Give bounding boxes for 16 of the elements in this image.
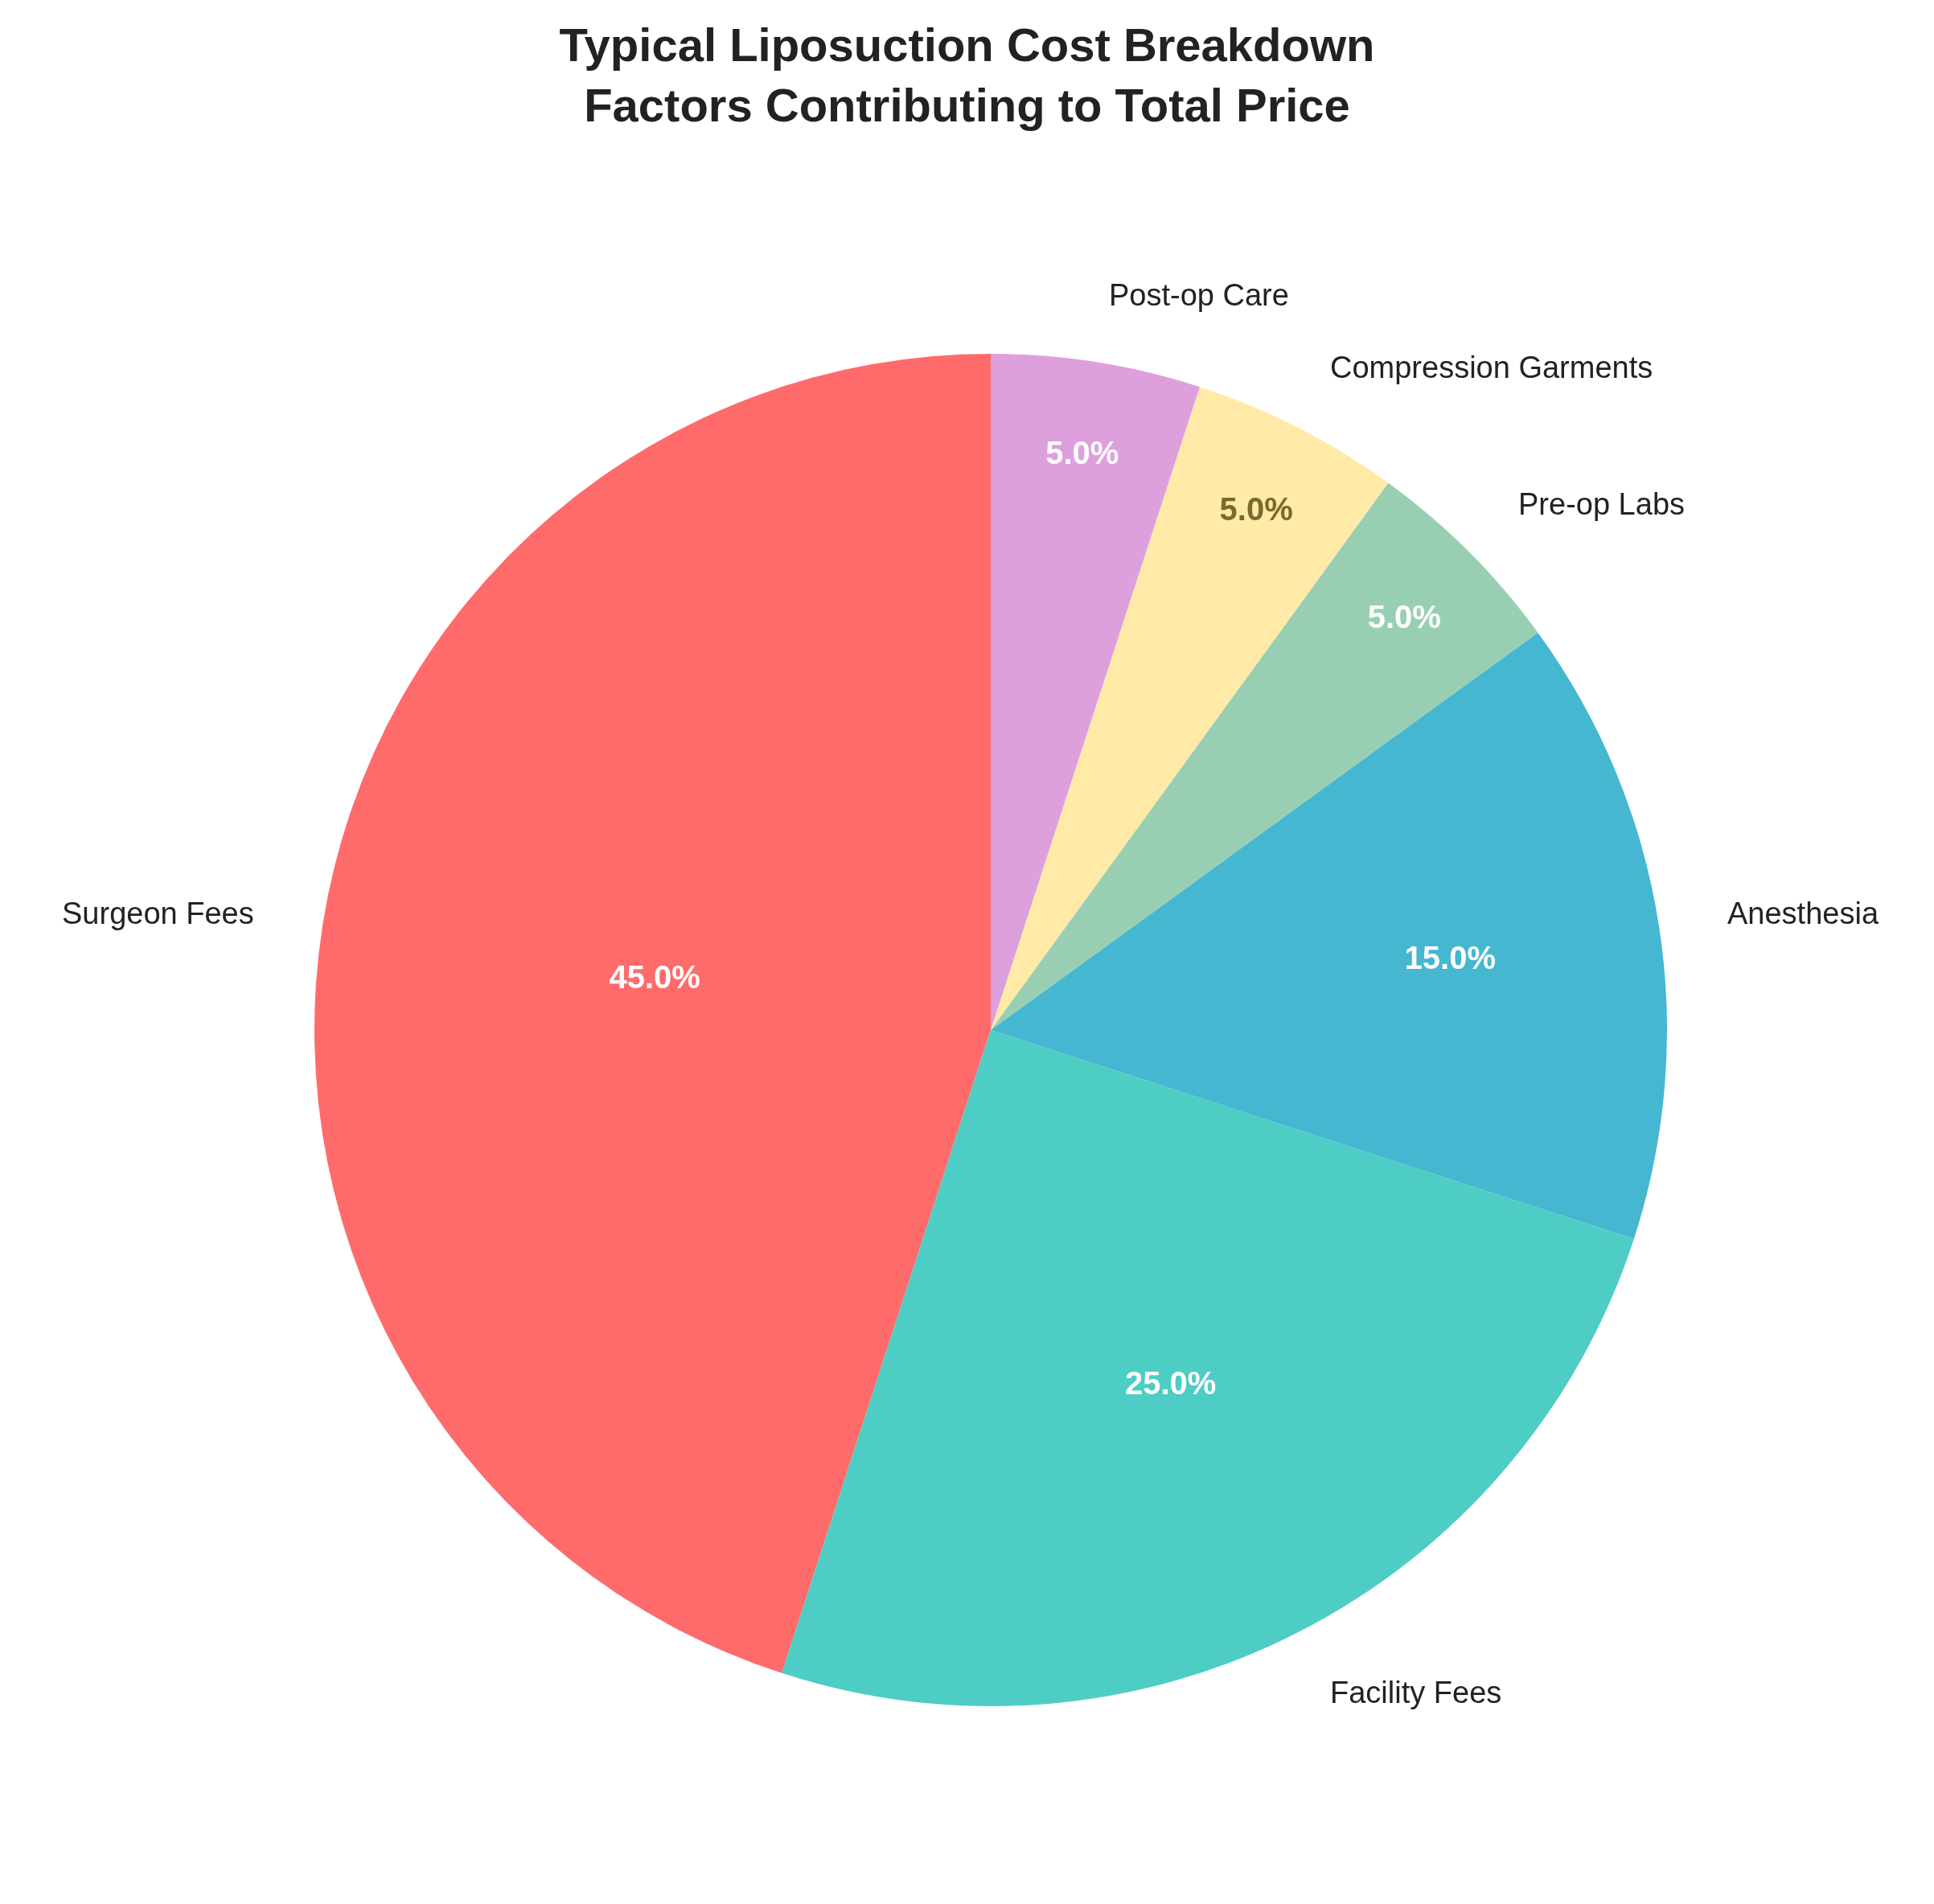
pie-slice — [991, 632, 1667, 1239]
data-label: 15.0% — [1404, 939, 1496, 975]
data-label: 5.0% — [1219, 491, 1293, 527]
slice-label: Anesthesia — [1727, 897, 1879, 930]
slice-label: Pre-op Labs — [1518, 487, 1686, 521]
data-label: 5.0% — [1367, 598, 1441, 634]
data-label: 25.0% — [1124, 1364, 1217, 1401]
pie-slice — [314, 354, 991, 1673]
slice-label: Surgeon Fees — [62, 897, 254, 930]
data-label: 5.0% — [1045, 434, 1119, 470]
slice-label: Facility Fees — [1330, 1676, 1502, 1709]
slice-label: Post-op Care — [1109, 278, 1289, 312]
pie-slice — [991, 354, 1200, 1030]
data-label: 45.0% — [609, 958, 700, 995]
chart-title: Typical Liposuction Cost Breakdown Factors Contributing to Total Price — [559, 18, 1375, 132]
slice-label: Compression Garments — [1330, 351, 1653, 384]
